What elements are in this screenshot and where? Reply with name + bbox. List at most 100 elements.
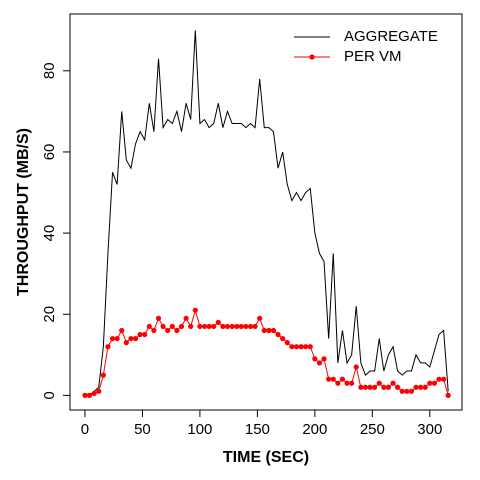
point xyxy=(335,380,341,386)
x-tick-label: 300 xyxy=(417,421,442,438)
y-tick-label: 0 xyxy=(41,391,58,399)
point xyxy=(445,392,451,398)
point xyxy=(105,344,111,350)
x-tick-label: 0 xyxy=(81,421,89,438)
point xyxy=(289,344,295,350)
point xyxy=(123,340,129,346)
point xyxy=(303,344,309,350)
point xyxy=(275,331,281,338)
point xyxy=(372,384,378,390)
x-tick-label: 200 xyxy=(302,421,327,438)
point xyxy=(349,380,355,386)
point xyxy=(422,384,428,390)
point xyxy=(418,384,424,390)
point xyxy=(183,315,189,321)
point xyxy=(326,376,332,382)
point xyxy=(404,388,410,394)
legend-label: AGGREGATE xyxy=(344,28,438,45)
point xyxy=(165,327,171,334)
point xyxy=(330,376,336,382)
point xyxy=(100,372,106,378)
point xyxy=(385,384,392,390)
legend-label: PER VM xyxy=(344,48,402,65)
point xyxy=(344,380,350,386)
point xyxy=(119,327,125,334)
point xyxy=(247,323,254,330)
point xyxy=(234,323,240,330)
point xyxy=(390,380,396,386)
point xyxy=(151,327,157,334)
point xyxy=(137,331,143,338)
point xyxy=(243,323,249,330)
point xyxy=(238,323,244,330)
point xyxy=(436,376,442,382)
x-tick-label: 250 xyxy=(360,421,385,438)
point xyxy=(339,376,346,382)
point xyxy=(362,384,369,390)
plot-frame xyxy=(69,13,463,411)
point xyxy=(142,331,148,338)
point xyxy=(252,323,258,330)
point xyxy=(174,327,180,334)
point xyxy=(197,323,203,330)
y-tick-label: 60 xyxy=(41,144,58,161)
point xyxy=(160,323,166,330)
point xyxy=(307,344,313,350)
point xyxy=(399,388,405,394)
y-tick-label: 80 xyxy=(41,62,58,79)
point xyxy=(270,327,277,334)
point xyxy=(220,323,226,330)
point xyxy=(192,307,198,313)
point xyxy=(261,327,267,334)
x-tick-label: 50 xyxy=(134,421,151,438)
point xyxy=(128,335,134,342)
point xyxy=(169,323,175,330)
x-axis-label: TIME (SEC) xyxy=(223,449,309,466)
point xyxy=(91,390,97,396)
point xyxy=(395,384,401,390)
point xyxy=(298,344,304,350)
point xyxy=(413,384,419,390)
point xyxy=(381,384,387,390)
point xyxy=(224,323,231,330)
point xyxy=(280,335,286,342)
point xyxy=(321,356,327,362)
point xyxy=(367,384,373,390)
point xyxy=(211,323,217,330)
point xyxy=(312,356,318,362)
point xyxy=(188,323,194,330)
legend-marker xyxy=(309,54,315,60)
point xyxy=(201,323,208,330)
point xyxy=(132,335,139,342)
point xyxy=(96,388,102,394)
point xyxy=(229,323,235,330)
point xyxy=(293,344,300,350)
x-tick-label: 100 xyxy=(187,421,212,438)
x-tick-label: 150 xyxy=(245,421,270,438)
point xyxy=(441,376,447,382)
series-line xyxy=(84,30,449,396)
point xyxy=(431,380,438,386)
point xyxy=(82,392,88,398)
point xyxy=(178,323,185,330)
point xyxy=(86,392,93,398)
y-tick-label: 20 xyxy=(41,306,58,323)
point xyxy=(155,315,162,321)
point xyxy=(353,364,359,370)
point xyxy=(427,380,433,386)
y-axis-label: THROUGHPUT (MB/S) xyxy=(15,128,32,296)
point xyxy=(257,315,263,321)
point xyxy=(376,380,382,386)
point xyxy=(109,335,116,342)
point xyxy=(408,388,415,394)
y-tick-label: 40 xyxy=(41,225,58,242)
point xyxy=(316,360,323,366)
point xyxy=(114,335,120,342)
point xyxy=(215,319,221,325)
point xyxy=(284,340,290,346)
point xyxy=(146,323,152,330)
point xyxy=(358,384,364,390)
point xyxy=(266,327,272,334)
point xyxy=(206,323,212,330)
